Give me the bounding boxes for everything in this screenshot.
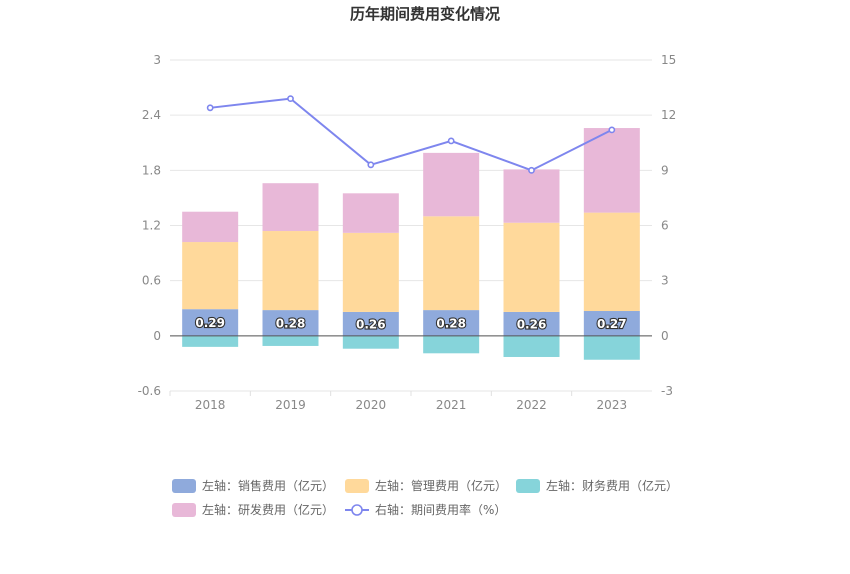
right-tick-label: 15 bbox=[661, 53, 676, 67]
left-tick-label: -0.6 bbox=[138, 384, 161, 398]
x-axis-ticks: 2018 2019 2020 2021 2022 2023 bbox=[169, 391, 628, 412]
bar-finance bbox=[182, 335, 239, 347]
rate-point bbox=[287, 95, 294, 103]
bar-admin bbox=[503, 222, 560, 312]
bar-sales bbox=[423, 310, 480, 336]
bar-admin bbox=[423, 216, 480, 311]
bar-admin bbox=[583, 212, 640, 312]
bar-rd bbox=[342, 193, 399, 233]
legend-line-marker bbox=[351, 504, 363, 516]
x-tick-label: 2018 bbox=[195, 398, 226, 412]
legend-swatch bbox=[345, 479, 369, 493]
legend-item[interactable]: 左轴：研发费用（亿元） bbox=[172, 502, 334, 517]
right-tick-label: -3 bbox=[661, 384, 673, 398]
left-tick-label: 2.4 bbox=[142, 108, 161, 122]
x-tick-label: 2023 bbox=[597, 398, 628, 412]
right-tick-label: 0 bbox=[661, 329, 669, 343]
legend[interactable]: 左轴：销售费用（亿元） 左轴：管理费用（亿元） 左轴：财务费用（亿元） 左轴：研发费用… bbox=[172, 478, 678, 517]
bar-data-label: 0.27 bbox=[597, 317, 627, 331]
rate-point bbox=[367, 161, 375, 169]
bar-data-label: 0.29 bbox=[195, 316, 225, 330]
bar-labels: 0.29 0.28 0.26 0.28 0.26 0.27 bbox=[194, 315, 627, 333]
legend-label: 右轴：期间费用率（%） bbox=[375, 502, 506, 517]
right-axis-ticks: 15 12 9 6 3 0 -3 bbox=[661, 53, 676, 398]
x-tick-label: 2022 bbox=[516, 398, 547, 412]
bar-data-label: 0.26 bbox=[356, 317, 386, 331]
left-axis-ticks: 3 2.4 1.8 1.2 0.6 0 -0.6 bbox=[138, 53, 161, 398]
bar-finance bbox=[342, 335, 399, 349]
bar-rd bbox=[182, 211, 239, 243]
bar-finance bbox=[503, 335, 560, 357]
right-tick-label: 3 bbox=[661, 274, 669, 288]
left-tick-label: 0.6 bbox=[142, 274, 161, 288]
chart-title: 历年期间费用变化情况 bbox=[350, 5, 500, 23]
x-tick-label: 2019 bbox=[275, 398, 306, 412]
bar-sales bbox=[182, 309, 239, 336]
bar-finance bbox=[423, 335, 480, 354]
bars bbox=[182, 128, 640, 360]
bar-data-label: 0.28 bbox=[436, 316, 466, 330]
left-tick-label: 3 bbox=[153, 53, 161, 67]
grid-lines bbox=[170, 59, 652, 392]
legend-item[interactable]: 左轴：销售费用（亿元） bbox=[172, 478, 334, 493]
bar-admin bbox=[182, 242, 239, 310]
left-tick-label: 0 bbox=[153, 329, 161, 343]
bar-rd bbox=[423, 152, 480, 217]
rate-point bbox=[206, 104, 214, 112]
bar-admin bbox=[342, 232, 399, 312]
bar-finance bbox=[262, 335, 319, 346]
bar-sales bbox=[583, 311, 640, 336]
x-tick-label: 2021 bbox=[436, 398, 467, 412]
bar-admin bbox=[262, 231, 319, 311]
x-tick-label: 2020 bbox=[356, 398, 387, 412]
rate-line-series bbox=[206, 95, 616, 174]
rate-point bbox=[528, 166, 535, 174]
legend-swatch bbox=[516, 479, 540, 493]
bar-rd bbox=[262, 183, 319, 232]
legend-label: 左轴：管理费用（亿元） bbox=[375, 478, 507, 493]
left-tick-label: 1.8 bbox=[142, 163, 161, 177]
left-tick-label: 1.2 bbox=[142, 219, 161, 233]
legend-item[interactable]: 左轴：管理费用（亿元） bbox=[345, 478, 507, 493]
legend-item[interactable]: 左轴：财务费用（亿元） bbox=[516, 478, 678, 493]
legend-label: 左轴：财务费用（亿元） bbox=[546, 478, 678, 493]
bar-sales bbox=[262, 310, 319, 336]
rate-line bbox=[210, 97, 613, 172]
bar-data-label: 0.26 bbox=[517, 317, 547, 331]
bar-sales bbox=[503, 311, 560, 336]
bar-sales bbox=[342, 311, 399, 336]
right-tick-label: 6 bbox=[661, 219, 669, 233]
bar-finance bbox=[583, 335, 640, 360]
bar-data-label: 0.28 bbox=[276, 316, 306, 330]
legend-label: 左轴：研发费用（亿元） bbox=[202, 502, 334, 517]
right-tick-label: 9 bbox=[661, 163, 669, 177]
legend-swatch bbox=[172, 503, 196, 517]
right-tick-label: 12 bbox=[661, 108, 676, 122]
bar-rd bbox=[583, 128, 640, 213]
legend-item[interactable]: 右轴：期间费用率（%） bbox=[345, 502, 506, 517]
rate-point bbox=[608, 126, 616, 134]
legend-swatch bbox=[172, 479, 196, 493]
rate-point bbox=[447, 137, 455, 145]
legend-label: 左轴：销售费用（亿元） bbox=[202, 478, 334, 493]
bar-rd bbox=[503, 169, 560, 223]
